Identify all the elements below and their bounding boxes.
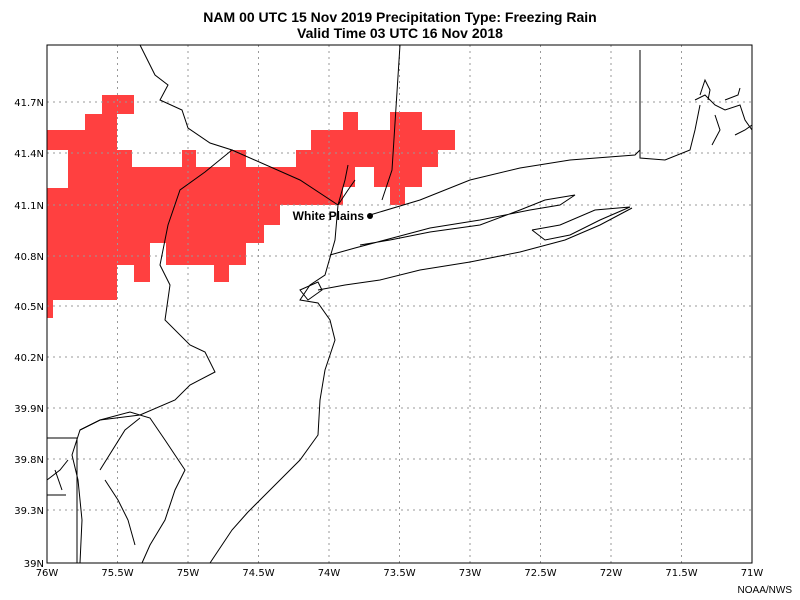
latitude-labels: 41.7N 41.4N 41.1N 40.8N 40.5N 40.2N 39.9N 39.8N… [14, 98, 44, 570]
longitude-labels: 76W 75.5W 75W 74.5W 74W 73.5W 73W 72.5W 72W 71.5W… [36, 568, 764, 579]
lon-label: 71.5W [665, 568, 697, 579]
nj-coast [209, 204, 339, 564]
ny-nj-border [231, 149, 339, 206]
lat-label: 40.8N [14, 252, 44, 263]
lat-label: 40.2N [14, 353, 44, 364]
city-label: White Plains [293, 209, 365, 223]
ny-ct-border [381, 44, 401, 201]
lon-label: 72W [600, 568, 623, 579]
lon-label: 74W [318, 568, 341, 579]
lat-label: 39.8N [14, 455, 44, 466]
freezing-rain-region [47, 95, 455, 318]
long-island-sound [329, 194, 631, 256]
delaware-bay-shore [79, 411, 186, 564]
lon-label: 75W [177, 568, 200, 579]
lon-label: 71W [741, 568, 764, 579]
lon-label: 73.5W [383, 568, 415, 579]
map-title: NAM 00 UTC 15 Nov 2019 Precipitation Typ… [203, 9, 597, 25]
no-precip-gap [47, 150, 68, 188]
long-island-south [317, 207, 633, 291]
credit-label: NOAA/NWS [737, 585, 792, 596]
lat-lon-grid [47, 45, 752, 563]
map-frame [46, 44, 753, 564]
freezing-rain-area [47, 95, 455, 318]
lat-label: 41.4N [14, 149, 44, 160]
city-marker: White Plains [293, 209, 373, 223]
chesapeake-inlet [46, 459, 69, 496]
long-island-north [369, 149, 641, 216]
staten-island [299, 281, 323, 301]
ri-ma-coast [639, 50, 753, 161]
narragansett-bay [699, 78, 741, 146]
hudson-river [337, 164, 356, 206]
city-dot [367, 213, 373, 219]
lat-label: 41.1N [14, 201, 44, 212]
coastlines-and-borders [46, 44, 753, 564]
lon-label: 75.5W [101, 568, 133, 579]
lon-label: 72.5W [524, 568, 556, 579]
lat-label: 39.9N [14, 404, 44, 415]
lat-label: 40.5N [14, 302, 44, 313]
lat-label: 39N [24, 559, 44, 570]
lon-label: 73W [459, 568, 482, 579]
lon-label: 76W [36, 568, 59, 579]
cape-cod-hint [734, 124, 753, 136]
lon-label: 74.5W [242, 568, 274, 579]
lat-label: 41.7N [14, 98, 44, 109]
delmarva-outline [47, 437, 78, 563]
lat-label: 39.3N [14, 506, 44, 517]
inner-shore [99, 417, 141, 546]
map-valid-time: Valid Time 03 UTC 16 Nov 2018 [297, 25, 503, 41]
